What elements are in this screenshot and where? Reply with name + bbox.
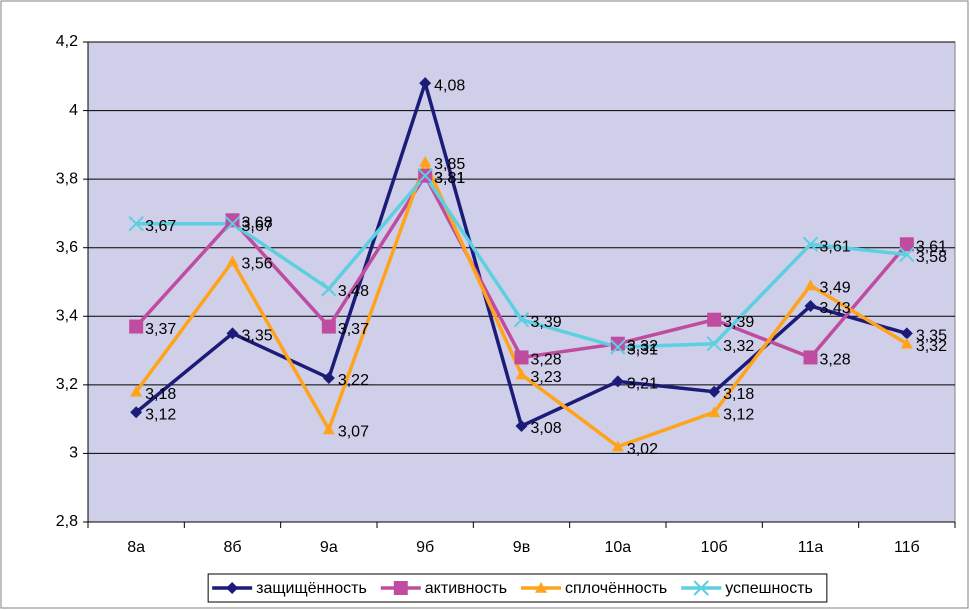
y-tick-label: 3,2 — [56, 376, 78, 393]
marker — [693, 580, 709, 596]
marker — [224, 216, 241, 232]
y-tick-label: 4,2 — [56, 33, 78, 50]
y-tick-label: 3,4 — [56, 308, 78, 325]
marker — [899, 246, 915, 263]
marker — [610, 336, 625, 351]
data-label: 3,81 — [434, 170, 465, 187]
data-label: 3,67 — [242, 218, 273, 235]
marker — [128, 216, 144, 232]
marker — [708, 406, 721, 418]
marker — [803, 350, 818, 365]
marker — [130, 385, 143, 397]
data-label: 3,12 — [145, 407, 176, 424]
data-label: 3,61 — [916, 239, 947, 256]
marker — [226, 327, 239, 340]
data-label: 3,39 — [723, 314, 754, 331]
marker — [514, 350, 529, 365]
marker — [322, 372, 335, 384]
data-label: 3,68 — [242, 215, 273, 232]
data-label: 3,37 — [145, 321, 176, 338]
data-label: 3,67 — [145, 218, 176, 235]
data-label: 3,12 — [723, 407, 754, 424]
marker — [535, 582, 548, 593]
marker — [706, 336, 722, 352]
marker — [515, 368, 528, 380]
marker — [129, 319, 144, 334]
data-label: 3,22 — [338, 372, 369, 389]
marker — [226, 255, 239, 267]
x-tick-label: 10б — [701, 539, 728, 556]
x-tick-label: 11б — [894, 539, 920, 556]
x-tick-label: 9в — [513, 539, 530, 556]
marker — [419, 156, 432, 167]
x-tick-label: 8а — [127, 539, 145, 556]
x-tick-label: 8б — [223, 539, 241, 556]
data-label: 3,58 — [916, 249, 947, 266]
legend: защищённость активность сплочённость успешн… — [207, 573, 828, 603]
marker — [322, 423, 335, 435]
marker — [321, 281, 337, 297]
marker — [610, 339, 626, 355]
marker — [707, 312, 722, 327]
marker — [515, 420, 528, 432]
marker — [130, 406, 143, 419]
y-tick-label: 3,6 — [56, 239, 78, 256]
data-label: 3,21 — [627, 376, 658, 393]
data-label: 3,35 — [916, 328, 947, 345]
legend-box — [207, 573, 828, 603]
data-label: 4,08 — [434, 77, 465, 94]
data-label: 3,39 — [531, 314, 562, 331]
y-tick-label: 4 — [69, 102, 78, 119]
marker — [899, 237, 914, 252]
data-label: 3,37 — [338, 321, 369, 338]
marker — [611, 440, 624, 452]
marker — [611, 375, 624, 388]
data-label: 3,28 — [531, 352, 562, 369]
y-tick-label: 3,8 — [56, 170, 78, 187]
data-label: 3,07 — [338, 424, 369, 441]
marker — [513, 312, 530, 328]
data-label: 3,32 — [723, 338, 754, 355]
data-label: 3,48 — [338, 283, 369, 300]
x-tick-label: 9а — [320, 539, 338, 556]
marker — [804, 300, 817, 312]
marker — [900, 337, 913, 349]
data-label: 3,85 — [434, 156, 465, 173]
data-label: 3,23 — [531, 369, 562, 386]
marker — [802, 236, 819, 252]
y-tick-label: 2,8 — [56, 513, 78, 530]
data-label: 3,81 — [434, 170, 465, 187]
legend-label: активность — [425, 580, 507, 597]
data-label: 3,28 — [820, 352, 851, 369]
marker — [708, 385, 721, 398]
legend-label: защищённость — [256, 580, 367, 597]
data-label: 3,56 — [242, 256, 273, 273]
marker — [393, 581, 408, 595]
marker — [226, 582, 239, 594]
data-label: 3,18 — [145, 386, 176, 403]
data-label: 3,02 — [627, 441, 658, 458]
data-label: 3,08 — [531, 420, 562, 437]
data-label: 3,18 — [723, 386, 754, 403]
x-tick-label: 11а — [798, 539, 824, 556]
marker — [419, 77, 432, 90]
data-label: 3,35 — [242, 328, 273, 345]
data-label: 3,61 — [820, 239, 851, 256]
data-label: 3,32 — [916, 338, 947, 355]
data-label: 3,31 — [627, 341, 658, 358]
legend-label: успешность — [725, 580, 813, 597]
x-tick-label: 10а — [604, 539, 631, 556]
x-tick-label: 9б — [416, 539, 434, 556]
y-tick-label: 3 — [69, 445, 78, 462]
marker — [804, 279, 817, 291]
marker — [417, 168, 433, 184]
legend-label: сплочённость — [565, 580, 667, 597]
data-label: 3,32 — [627, 338, 658, 355]
marker — [321, 319, 336, 334]
data-label: 3,49 — [820, 280, 851, 297]
data-label: 3,43 — [820, 300, 851, 317]
marker — [225, 213, 240, 228]
marker — [900, 327, 913, 340]
